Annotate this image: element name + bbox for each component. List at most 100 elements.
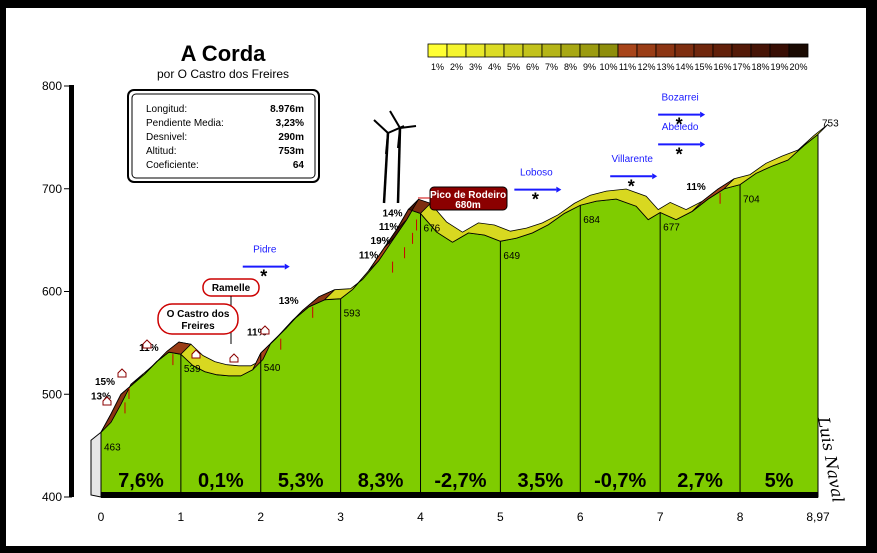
callout-ramelle-label: Ramelle [212,283,251,294]
legend-swatch [750,43,771,58]
house-icon [102,396,112,406]
legend-swatch [674,43,695,58]
segment-gradient-label: 3,5% [518,470,564,492]
x-tick-label: 7 [657,510,664,524]
place-name: Loboso [520,167,553,178]
stat-label: Desnivel: [146,132,187,143]
x-tick-label: 5 [497,510,504,524]
legend-label: 7% [545,62,558,72]
slope-pct-label: 14% [383,208,403,219]
slope-pct-label: 11% [686,182,706,193]
legend-label: 5% [507,62,520,72]
place-arrowhead [652,173,658,180]
house-icon [229,353,239,363]
legend-label: 3% [469,62,482,72]
author-signature: Luis Naval [814,414,848,504]
y-tick-label: 800 [42,79,62,93]
stat-value: 753m [278,146,304,157]
legend-swatch [522,43,543,58]
stat-value: 8.976m [270,104,304,115]
steep-section [252,327,287,370]
stat-value: 64 [293,160,305,171]
place-marker: * [532,190,539,210]
place-name: Pidre [253,244,277,255]
y-tick-label: 400 [42,490,62,504]
place-marker: * [676,115,683,135]
legend-swatch [788,43,809,58]
callout-castro-box [157,303,239,335]
place-arrowhead [700,141,706,148]
slope-pct-label: 13% [91,391,111,402]
profile-left-face [90,431,102,498]
stats-list: Longitud: 8.976m Pendiente Media: 3,23% Desn… [146,104,304,171]
steep-section [292,289,335,321]
legend-swatch [712,43,733,58]
y-tick-label: 600 [42,285,62,299]
place-name: Abeledo [662,122,699,133]
stat-label: Coeficiente: [146,160,199,171]
legend-swatch [693,43,714,58]
x-tick-label: 3 [337,510,344,524]
segment-gradient-label: 7,6% [118,470,164,492]
km-elevation-label: 540 [264,363,281,374]
x-axis-bar [101,492,818,497]
legend-label: 15% [694,62,712,72]
segment-gradient-label: 0,1% [198,470,244,492]
legend-label: 11% [619,62,636,72]
steep-section [691,178,735,212]
legend-label: 2% [450,62,463,72]
legend-swatch [769,43,790,58]
slope-pct-label: 11% [247,328,267,339]
slope-pct-label: 19% [371,236,391,247]
legend-label: 12% [637,62,655,72]
km-elevation-label: 704 [743,195,760,206]
stat-label: Longitud: [146,104,187,115]
place-name: Bozarrei [662,92,699,103]
x-tick-label: 2 [257,510,264,524]
segment-gradient-label: 2,7% [677,470,723,492]
place-arrowhead [284,263,290,270]
stats-box [127,89,320,183]
x-tick-label: 6 [577,510,584,524]
legend-label: 18% [751,62,769,72]
y-tick-label: 500 [42,387,62,401]
legend-swatch [655,43,676,58]
place-marker: * [260,267,267,287]
legend-swatch [503,43,524,58]
chart-subtitle: por O Castro dos Freires [157,67,289,81]
stat-label: Altitud: [146,146,177,157]
x-tick-label: 4 [417,510,424,524]
x-tick-label: 8 [737,510,744,524]
steep-section [144,341,192,374]
callout-pico-label: Pico de Rodeiro [430,190,506,201]
callout-pico-alt: 680m [455,200,481,211]
callout-castro-label-2: Freires [181,321,215,332]
steep-section [100,373,144,433]
segment-gradient-label: 5,3% [278,470,324,492]
legend-label: 13% [656,62,674,72]
legend-swatch [598,43,619,58]
legend-label: 14% [675,62,693,72]
km-elevation-label: 676 [424,223,441,234]
x-tick-label: 1 [178,510,185,524]
legend-label: 17% [732,62,750,72]
km-elevation-label: 593 [344,309,361,320]
legend-label: 19% [770,62,788,72]
slope-pct-label: 15% [95,377,115,388]
legend-swatch [731,43,752,58]
chart-frame: A Corda por O Castro dos Freires Longitu… [6,8,866,546]
house-icon [191,349,201,359]
legend-swatch [579,43,600,58]
x-tick-label: 0 [98,510,105,524]
legend-label: 4% [488,62,501,72]
place-arrowhead [556,186,562,193]
legend-label: 6% [526,62,539,72]
segment-gradient-label: -0,7% [594,470,646,492]
legend-label: 10% [599,62,617,72]
stat-value: 3,23% [276,118,304,129]
legend-swatch [560,43,581,58]
legend-label: 1% [431,62,444,72]
km-elevation-label: 463 [104,442,121,453]
km-elevation-label: 684 [583,215,600,226]
